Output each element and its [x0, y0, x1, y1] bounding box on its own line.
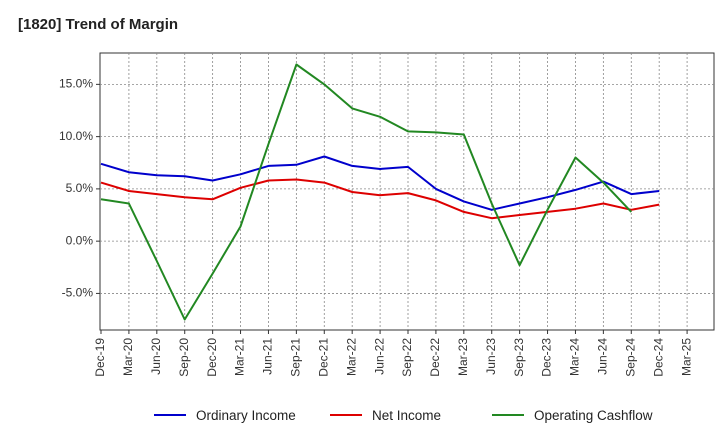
- x-tick-label: Mar-23: [456, 338, 470, 376]
- y-tick-label: -5.0%: [62, 286, 94, 300]
- x-tick-label: Mar-20: [121, 338, 135, 376]
- x-tick-label: Dec-20: [205, 338, 219, 377]
- x-tick-label: Jun-22: [372, 338, 386, 375]
- legend-label: Ordinary Income: [196, 407, 296, 423]
- chart-title: [1820] Trend of Margin: [18, 16, 179, 33]
- legend-label: Operating Cashflow: [534, 407, 653, 423]
- y-tick-label: 0.0%: [66, 233, 94, 247]
- x-tick-label: Dec-22: [428, 338, 442, 377]
- x-tick-label: Dec-24: [651, 338, 665, 377]
- legend-item-net-income: Net Income: [330, 404, 441, 426]
- x-tick-label: Dec-21: [316, 338, 330, 377]
- legend: Ordinary Income Net Income Operating Cashf…: [0, 404, 720, 426]
- y-axis-ticks: -5.0% 0.0% 5.0% 10.0% 15.0%: [59, 77, 100, 300]
- legend-swatch: [492, 414, 524, 416]
- series-line-operating-cashflow: [100, 63, 633, 321]
- x-tick-label: Mar-21: [233, 338, 247, 376]
- x-tick-label: Dec-19: [93, 338, 107, 377]
- x-tick-label: Jun-20: [149, 338, 163, 375]
- legend-label: Net Income: [372, 407, 442, 423]
- x-tick-label: Sep-20: [177, 338, 191, 377]
- x-tick-label: Mar-25: [679, 338, 693, 376]
- series-line-ordinary-income: [100, 155, 660, 211]
- plot-area: [99, 52, 715, 331]
- x-tick-label: Mar-24: [568, 338, 582, 376]
- x-tick-label: Mar-22: [344, 338, 358, 376]
- x-tick-label: Jun-23: [484, 338, 498, 375]
- series-lines: [100, 63, 660, 321]
- x-axis-ticks: Dec-19 Mar-20 Jun-20 Sep-20 Dec-20 Mar-21 Jun-…: [93, 330, 693, 377]
- y-tick-label: 10.0%: [59, 129, 93, 143]
- x-tick-label: Sep-23: [512, 338, 526, 377]
- x-tick-label: Sep-21: [289, 338, 303, 377]
- x-tick-label: Dec-23: [540, 338, 554, 377]
- legend-item-operating-cashflow: Operating Cashflow: [492, 404, 653, 426]
- x-tick-label: Sep-22: [400, 338, 414, 377]
- legend-swatch: [330, 414, 362, 416]
- y-tick-label: 15.0%: [59, 77, 93, 91]
- legend-swatch: [154, 414, 186, 416]
- legend-item-ordinary-income: Ordinary Income: [154, 404, 296, 426]
- series-line-net-income: [100, 178, 660, 220]
- y-tick-label: 5.0%: [66, 181, 94, 195]
- x-tick-label: Jun-24: [596, 338, 610, 375]
- x-tick-label: Jun-21: [261, 338, 275, 375]
- x-tick-label: Sep-24: [623, 338, 637, 377]
